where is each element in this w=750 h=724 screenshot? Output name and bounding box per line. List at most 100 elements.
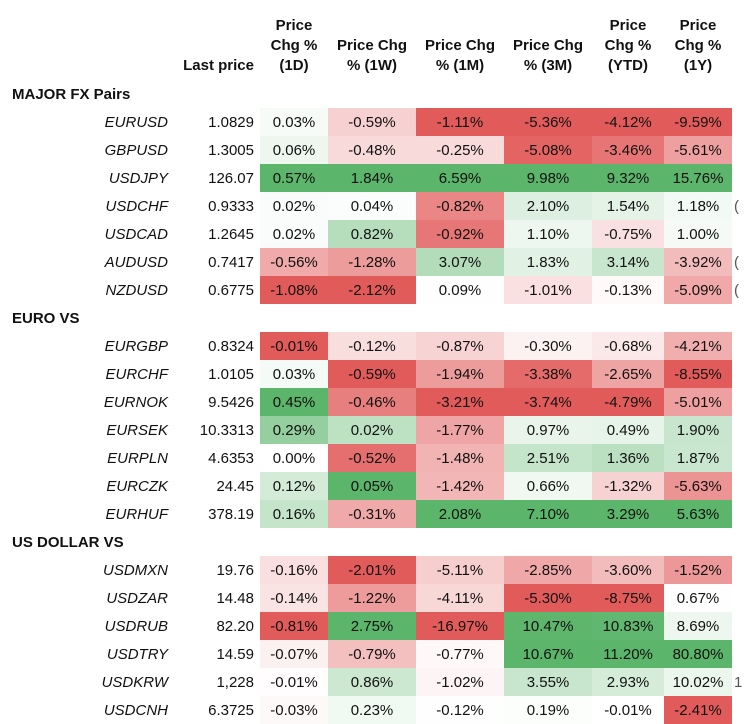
pct-change-cell: -5.01% (664, 388, 732, 416)
pair-label: USDCNH (103, 701, 168, 719)
table-row: EURSEK 10.3313 0.29% 0.02% -1.77% 0.97% 0.49% 1… (8, 416, 750, 444)
last-price-cell: 10.3313 (199, 421, 254, 439)
pct-change-cell: -0.92% (416, 220, 504, 248)
pct-change-cell: -1.11% (416, 108, 504, 136)
table-row: USDTRY 14.59 -0.07% -0.79% -0.77% 10.67% 11.20… (8, 640, 750, 668)
header-last-price: Last price (183, 57, 254, 74)
pct-change-cell: -0.16% (260, 556, 328, 584)
pct-change-cell: -2.41% (664, 696, 732, 724)
pct-change-cell: 0.12% (260, 472, 328, 500)
pct-change-cell: -1.48% (416, 444, 504, 472)
pct-change-cell: -2.65% (592, 360, 664, 388)
pct-change-cell: -0.13% (592, 276, 664, 304)
pct-change-cell: 0.86% (328, 668, 416, 696)
pct-change-cell: 0.19% (504, 696, 592, 724)
pct-change-cell: -1.28% (328, 248, 416, 276)
pct-change-cell: 1.83% (504, 248, 592, 276)
pct-change-cell: -5.30% (504, 584, 592, 612)
pct-change-cell: 6.59% (416, 164, 504, 192)
pct-change-cell: -0.31% (328, 500, 416, 528)
clipped-edge-cell (732, 472, 750, 500)
pct-change-cell: 1.00% (664, 220, 732, 248)
last-price-cell: 14.59 (216, 645, 254, 663)
pair-label: USDMXN (102, 561, 168, 579)
pct-change-cell: -1.22% (328, 584, 416, 612)
pct-change-cell: -0.59% (328, 108, 416, 136)
pct-change-cell: -5.09% (664, 276, 732, 304)
pct-change-cell: -9.59% (664, 108, 732, 136)
header-row: Last price Price Chg % (1D) Price Chg% (1W… (8, 16, 750, 80)
pct-change-cell: -4.79% (592, 388, 664, 416)
pct-change-cell: 2.93% (592, 668, 664, 696)
pct-change-cell: 0.23% (328, 696, 416, 724)
pair-label: USDZAR (106, 589, 168, 607)
pct-change-cell: -3.21% (416, 388, 504, 416)
pct-change-cell: -0.01% (260, 332, 328, 360)
pct-change-cell: 0.02% (260, 192, 328, 220)
pct-change-cell: 80.80% (664, 640, 732, 668)
pct-change-cell: 0.29% (260, 416, 328, 444)
pct-change-cell: 10.83% (592, 612, 664, 640)
pct-change-cell: 0.02% (328, 416, 416, 444)
clipped-edge-cell: ( (734, 281, 739, 299)
table-row: AUDUSD 0.7417 -0.56% -1.28% 3.07% 1.83% 3.14% -… (8, 248, 750, 276)
last-price-cell: 1.3005 (208, 141, 254, 159)
pct-change-cell: -8.55% (664, 360, 732, 388)
pct-change-cell: -0.14% (260, 584, 328, 612)
pct-change-cell: 1.54% (592, 192, 664, 220)
pct-change-cell: 1.84% (328, 164, 416, 192)
pct-change-cell: 9.32% (592, 164, 664, 192)
pct-change-cell: 0.05% (328, 472, 416, 500)
last-price-cell: 24.45 (216, 477, 254, 495)
clipped-edge-cell (732, 360, 750, 388)
pct-change-cell: 0.97% (504, 416, 592, 444)
pct-change-cell: -3.38% (504, 360, 592, 388)
last-price-cell: 1.0105 (208, 365, 254, 383)
pct-change-cell: -0.75% (592, 220, 664, 248)
pct-change-cell: 10.67% (504, 640, 592, 668)
pct-change-cell: -0.12% (416, 696, 504, 724)
pct-change-cell: 3.07% (416, 248, 504, 276)
pct-change-cell: -3.60% (592, 556, 664, 584)
pct-change-cell: -5.61% (664, 136, 732, 164)
pct-change-cell: 3.29% (592, 500, 664, 528)
pct-change-cell: -0.52% (328, 444, 416, 472)
section-header-row: US DOLLAR VS (8, 528, 750, 556)
pct-change-cell: -5.63% (664, 472, 732, 500)
pair-label: EURCHF (105, 365, 169, 383)
pct-change-cell: -4.12% (592, 108, 664, 136)
pct-change-cell: 0.66% (504, 472, 592, 500)
table-row: USDCNH 6.3725 -0.03% 0.23% -0.12% 0.19% -0.01%… (8, 696, 750, 724)
clipped-edge-cell (732, 556, 750, 584)
pct-change-cell: 3.14% (592, 248, 664, 276)
pct-change-cell: -1.32% (592, 472, 664, 500)
clipped-edge-cell: 1 (734, 673, 743, 691)
section-header-row: MAJOR FX Pairs (8, 80, 750, 108)
header-chg-1m: Price Chg% (1M) (424, 37, 496, 74)
last-price-cell: 1.0829 (208, 113, 254, 131)
table-row: USDZAR 14.48 -0.14% -1.22% -4.11% -5.30% -8.75… (8, 584, 750, 612)
last-price-cell: 0.9333 (208, 197, 254, 215)
clipped-edge-cell (732, 612, 750, 640)
table-row: EURPLN 4.6353 0.00% -0.52% -1.48% 2.51% 1.36% 1… (8, 444, 750, 472)
pct-change-cell: -5.36% (504, 108, 592, 136)
pct-change-cell: 9.98% (504, 164, 592, 192)
pct-change-cell: -1.52% (664, 556, 732, 584)
pct-change-cell: 7.10% (504, 500, 592, 528)
pct-change-cell: 1.10% (504, 220, 592, 248)
clipped-edge-cell (732, 136, 750, 164)
pct-change-cell: -1.94% (416, 360, 504, 388)
pair-label: EURNOK (103, 393, 168, 411)
last-price-cell: 1,228 (216, 673, 254, 691)
table-row: USDRUB 82.20 -0.81% 2.75% -16.97% 10.47% 10.83… (8, 612, 750, 640)
last-price-cell: 4.6353 (208, 449, 254, 467)
pct-change-cell: -0.81% (260, 612, 328, 640)
pct-change-cell: 1.87% (664, 444, 732, 472)
pair-label: EURCZK (106, 477, 168, 495)
pct-change-cell: -1.42% (416, 472, 504, 500)
pct-change-cell: -2.85% (504, 556, 592, 584)
pct-change-cell: 0.67% (664, 584, 732, 612)
pct-change-cell: -0.01% (260, 668, 328, 696)
pct-change-cell: -0.03% (260, 696, 328, 724)
